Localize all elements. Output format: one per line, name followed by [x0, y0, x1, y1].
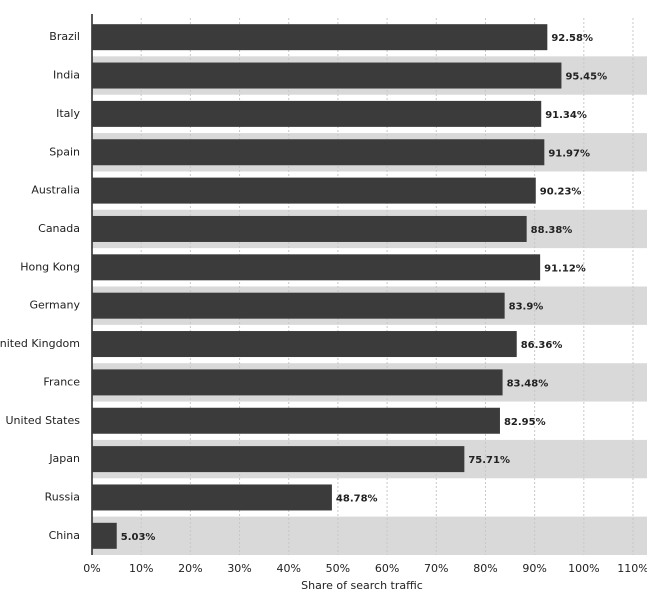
y-tick-label: United States	[6, 414, 81, 427]
value-label: 86.36%	[521, 340, 563, 351]
value-label: 91.97%	[548, 148, 590, 159]
value-label: 75.71%	[468, 455, 510, 466]
y-tick-label: Hong Kong	[20, 260, 80, 273]
x-tick-label: 10%	[129, 562, 153, 575]
y-tick-label: Russia	[45, 490, 80, 503]
bar	[92, 369, 503, 396]
bar	[92, 292, 505, 319]
bar	[92, 62, 562, 89]
row-band	[92, 516, 647, 555]
bar	[92, 407, 500, 434]
x-axis-title: Share of search traffic	[301, 579, 423, 590]
bar	[92, 24, 548, 51]
bar	[92, 139, 545, 166]
bar	[92, 331, 517, 358]
x-tick-label: 50%	[326, 562, 350, 575]
value-label: 91.12%	[544, 263, 586, 274]
y-tick-label: Germany	[29, 299, 80, 312]
value-label: 95.45%	[565, 72, 607, 83]
x-tick-label: 70%	[424, 562, 448, 575]
value-label: 92.58%	[551, 33, 593, 44]
bar	[92, 446, 465, 473]
x-tick-label: 110%	[617, 562, 647, 575]
y-tick-label: India	[53, 69, 80, 82]
x-tick-label: 40%	[277, 562, 301, 575]
value-label: 90.23%	[540, 187, 582, 198]
bar	[92, 100, 542, 127]
bar	[92, 177, 536, 204]
bar	[92, 215, 527, 242]
bar	[92, 254, 541, 281]
x-tick-label: 0%	[83, 562, 100, 575]
y-tick-label: China	[49, 529, 80, 542]
value-label: 83.48%	[507, 378, 549, 389]
x-tick-label: 30%	[227, 562, 251, 575]
value-label: 88.38%	[531, 225, 573, 236]
x-tick-label: 100%	[568, 562, 599, 575]
value-label: 5.03%	[121, 532, 156, 543]
y-tick-label: Canada	[38, 222, 80, 235]
bar	[92, 484, 332, 511]
x-tick-label: 20%	[178, 562, 202, 575]
x-tick-label: 80%	[473, 562, 497, 575]
x-tick-label: 90%	[522, 562, 546, 575]
x-tick-label: 60%	[375, 562, 399, 575]
y-tick-label: Spain	[49, 145, 80, 158]
bar	[92, 522, 117, 549]
value-label: 91.34%	[545, 110, 587, 121]
y-tick-label: United Kingdom	[0, 337, 80, 350]
y-tick-label: Brazil	[49, 30, 80, 43]
y-tick-label: Japan	[48, 452, 80, 465]
value-label: 82.95%	[504, 417, 546, 428]
y-tick-label: France	[43, 375, 80, 388]
value-label: 83.9%	[509, 302, 544, 313]
value-label: 48.78%	[336, 493, 378, 504]
y-tick-label: Italy	[56, 107, 80, 120]
y-tick-label: Australia	[31, 184, 80, 197]
